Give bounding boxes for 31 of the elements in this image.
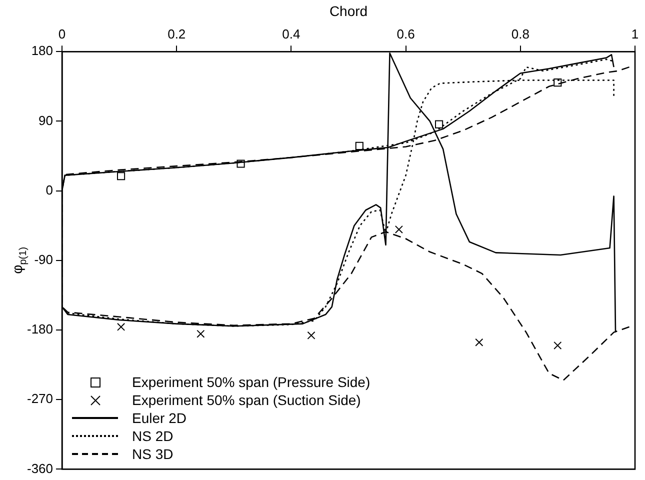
y-tick-label: -270: [26, 391, 54, 406]
point: [554, 78, 562, 87]
point: [117, 322, 126, 331]
legend-label: NS 2D: [132, 427, 174, 446]
x-tick-label: 0.4: [282, 26, 300, 42]
x-tick-label: 0.2: [168, 26, 186, 42]
point: [475, 338, 484, 346]
point: [394, 225, 403, 234]
point: [196, 330, 205, 338]
point: [117, 172, 126, 180]
y-tick-label: -180: [26, 322, 54, 337]
x-tick-label: 0.8: [511, 26, 530, 42]
point: [554, 341, 562, 350]
y-tick-label: 180: [31, 43, 54, 58]
y-axis-title: φp(1): [8, 246, 29, 274]
y-tick-label: -360: [26, 460, 54, 476]
legend-label: Experiment 50% span (Pressure Side): [132, 373, 370, 392]
y-tick-label: 0: [46, 182, 54, 198]
point: [355, 142, 364, 150]
point: [307, 331, 316, 340]
point: [236, 160, 245, 168]
x-tick-label: 1: [631, 26, 639, 42]
legend-label: NS 3D: [132, 445, 174, 464]
point: [435, 120, 444, 128]
x-axis-title: Chord: [329, 2, 368, 19]
y-tick-label: 90: [38, 112, 54, 128]
legend-label: Euler 2D: [132, 409, 186, 428]
y-tick-label: -90: [34, 252, 54, 267]
x-tick-label: 0: [58, 26, 66, 42]
legend-label: Experiment 50% span (Suction Side): [132, 391, 361, 410]
x-tick-label: 0.6: [396, 26, 415, 42]
